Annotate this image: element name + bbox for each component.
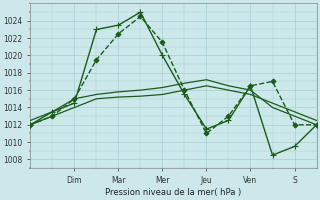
X-axis label: Pression niveau de la mer( hPa ): Pression niveau de la mer( hPa ) <box>105 188 242 197</box>
